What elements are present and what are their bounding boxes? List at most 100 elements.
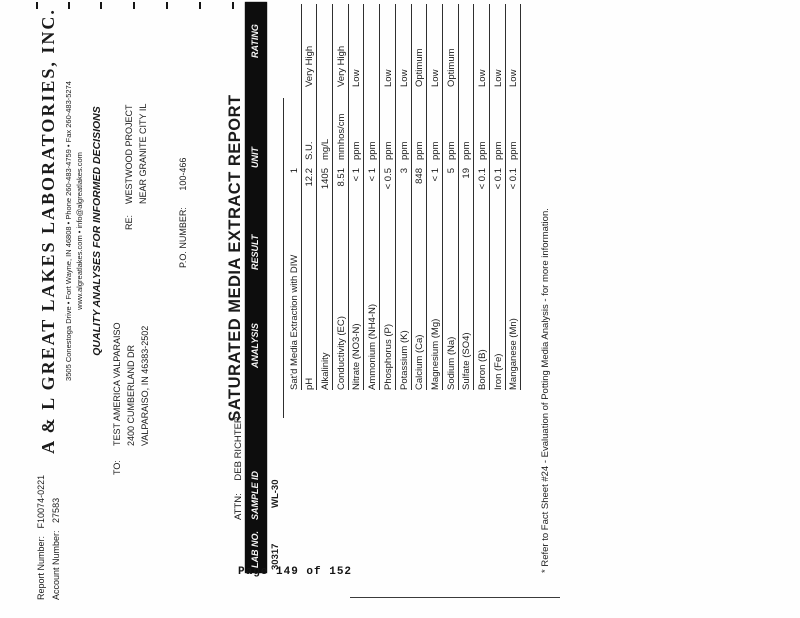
leader-line — [367, 88, 381, 92]
analysis-unit: ppm — [508, 92, 522, 162]
analysis-result: < 0.1 — [476, 166, 490, 223]
leader-line — [414, 223, 428, 332]
analysis-row: Manganese (Mn) < 0.1 ppm Low — [506, 4, 522, 390]
analysis-rating: Low — [351, 26, 365, 88]
header-result: RESULT — [250, 234, 260, 270]
leader-line — [445, 4, 459, 26]
analysis-name: Conductivity (EC) — [335, 313, 349, 390]
header-rating: RATING — [250, 24, 260, 58]
analysis-result: < 0.1 — [508, 166, 522, 223]
report-title: SATURATED MEDIA EXTRACT REPORT — [226, 94, 244, 422]
leader-line — [508, 88, 522, 92]
leader-line — [429, 223, 443, 316]
leader-line — [304, 162, 318, 166]
to-label: TO: — [112, 460, 122, 475]
leader-line — [288, 162, 302, 166]
leader-line — [476, 88, 490, 92]
analysis-result: 848 — [414, 166, 428, 223]
leader-line — [476, 4, 490, 26]
account-number-line: Account Number: 27583 — [49, 475, 64, 600]
leader-line — [304, 4, 318, 26]
scan-edge-tick — [100, 2, 102, 9]
leader-line — [508, 4, 522, 26]
to-line-2: 2400 CUMBERLAND DR — [126, 344, 136, 446]
leader-line — [492, 88, 506, 92]
leader-line — [492, 162, 506, 166]
analysis-rating: Low — [508, 26, 522, 88]
report-meta: Report Number: F10074-0221 Account Numbe… — [34, 475, 64, 600]
leader-line — [288, 4, 302, 26]
leader-line — [382, 162, 396, 166]
leader-line — [429, 88, 443, 92]
leader-line — [335, 4, 349, 26]
analysis-name: Alkalinity — [320, 349, 334, 390]
analysis-rating: Low — [476, 26, 490, 88]
analysis-result: < 1 — [351, 166, 365, 223]
leader-line — [398, 223, 412, 328]
leader-line — [288, 223, 302, 252]
leader-line — [461, 162, 475, 166]
leader-line — [398, 4, 412, 26]
leader-line — [288, 88, 302, 92]
letterhead: A & L GREAT LAKES LABORATORIES, INC. 350… — [38, 2, 103, 460]
analysis-rating: Optimum — [445, 26, 459, 88]
scan-edge-tick — [68, 2, 70, 9]
po-number-value: 100-466 — [178, 157, 188, 191]
analysis-unit: ppm — [414, 92, 428, 162]
sample-id-value: WL-30 — [270, 479, 281, 509]
to-line-3: VALPARAISO, IN 46383-2502 — [140, 325, 150, 446]
leader-line — [508, 223, 522, 316]
scan-edge-tick — [166, 2, 168, 9]
re-label: RE: — [124, 214, 134, 230]
to-line-1: TEST AMERICA VALPARAISO — [112, 322, 122, 446]
scan-edge-tick — [232, 2, 234, 9]
leader-line — [351, 88, 365, 92]
company-tagline: QUALITY ANALYSES FOR INFORMED DECISIONS — [91, 106, 103, 356]
analysis-row: Ammonium (NH4-N) < 1 ppm — [364, 4, 381, 390]
analysis-row: Nitrate (NO3-N) < 1 ppm Low — [349, 4, 365, 390]
analysis-unit: ppm — [461, 92, 475, 162]
analysis-rating: Low — [398, 26, 412, 88]
leader-line — [429, 4, 443, 26]
analysis-rating — [320, 26, 334, 88]
analysis-unit: mmhos/cm — [335, 92, 349, 162]
analysis-unit: mg/L — [320, 92, 334, 162]
leader-line — [461, 223, 475, 330]
analysis-name: pH — [304, 374, 318, 390]
report-number-label: Report Number: — [36, 535, 46, 600]
leader-line — [461, 88, 475, 92]
leader-line — [429, 162, 443, 166]
leader-line — [414, 4, 428, 26]
analysis-rating — [367, 26, 381, 88]
analysis-row: Phosphorus (P) < 0.5 ppm Low — [380, 4, 396, 390]
leader-line — [461, 4, 475, 26]
analysis-rating: Low — [492, 26, 506, 88]
scan-edge-line — [350, 597, 560, 598]
leader-line — [508, 162, 522, 166]
leader-line — [367, 4, 381, 26]
analysis-name: Ammonium (NH4-N) — [367, 300, 381, 390]
header-unit: UNIT — [250, 147, 260, 168]
header-lab-no: LAB NO. — [250, 531, 260, 568]
analysis-result: 12.2 — [304, 166, 318, 223]
header-sample-id: SAMPLE ID — [250, 470, 260, 520]
analysis-name: Phosphorus (P) — [382, 320, 396, 390]
analysis-name: Nitrate (NO3-N) — [351, 320, 365, 390]
analysis-unit: ppm — [476, 92, 490, 162]
analysis-rating — [461, 26, 475, 88]
leader-line — [320, 162, 334, 166]
leader-line — [382, 223, 396, 321]
leader-line — [414, 88, 428, 92]
report-number-value: F10074-0221 — [36, 474, 46, 529]
analysis-rating: Very High — [335, 26, 349, 88]
analysis-name: Boron (B) — [476, 346, 490, 390]
leader-line — [445, 88, 459, 92]
analysis-name: Manganese (Mn) — [508, 315, 522, 390]
analysis-row: Sodium (Na) 5 ppm Optimum — [443, 4, 459, 390]
scan-edge-tick — [133, 2, 135, 9]
leader-line — [351, 4, 365, 26]
analysis-row: Iron (Fe) < 0.1 ppm Low — [490, 4, 506, 390]
analysis-row: Calcium (Ca) 848 ppm Optimum — [412, 4, 428, 390]
